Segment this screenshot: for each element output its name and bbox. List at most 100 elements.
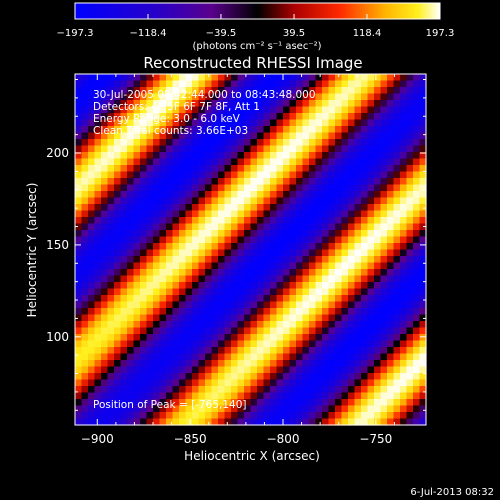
heatmap-cell bbox=[315, 93, 323, 101]
heatmap-cell bbox=[341, 269, 349, 277]
heatmap-cell bbox=[276, 314, 284, 322]
heatmap-cell bbox=[114, 314, 122, 322]
heatmap-cell bbox=[192, 106, 200, 114]
heatmap-cell bbox=[335, 126, 343, 134]
heatmap-cell bbox=[120, 418, 128, 426]
heatmap-cell bbox=[159, 288, 167, 296]
heatmap-cell bbox=[205, 171, 213, 179]
heatmap-cell bbox=[127, 93, 135, 101]
heatmap-cell bbox=[192, 132, 200, 140]
heatmap-cell bbox=[315, 197, 323, 205]
heatmap-cell bbox=[335, 184, 343, 192]
heatmap-cell bbox=[218, 139, 226, 147]
heatmap-cell bbox=[413, 405, 421, 413]
heatmap-cell bbox=[185, 126, 193, 134]
heatmap-cell bbox=[335, 145, 343, 153]
heatmap-cell bbox=[107, 87, 115, 95]
heatmap-cell bbox=[354, 74, 362, 82]
heatmap-cell bbox=[413, 360, 421, 368]
heatmap-cell bbox=[192, 353, 200, 361]
colorbar-cell bbox=[320, 3, 323, 19]
heatmap-cell bbox=[419, 386, 427, 394]
heatmap-cell bbox=[257, 295, 265, 303]
heatmap-cell bbox=[166, 223, 174, 231]
heatmap-cell bbox=[146, 132, 154, 140]
heatmap-cell bbox=[283, 334, 291, 342]
heatmap-cell bbox=[250, 308, 258, 316]
heatmap-cell bbox=[159, 132, 167, 140]
heatmap-cell bbox=[75, 139, 83, 147]
heatmap-cell bbox=[140, 412, 148, 420]
heatmap-cell bbox=[81, 373, 89, 381]
heatmap-cell bbox=[419, 269, 427, 277]
heatmap-cell bbox=[322, 386, 330, 394]
heatmap-cell bbox=[335, 399, 343, 407]
heatmap-cell bbox=[88, 217, 96, 225]
heatmap-cell bbox=[296, 308, 304, 316]
heatmap-cell bbox=[192, 379, 200, 387]
heatmap-cell bbox=[107, 340, 115, 348]
heatmap-cell bbox=[348, 230, 356, 238]
heatmap-cell bbox=[146, 295, 154, 303]
heatmap-cell bbox=[270, 392, 278, 400]
heatmap-cell bbox=[81, 275, 89, 283]
heatmap-cell bbox=[348, 334, 356, 342]
heatmap-cell bbox=[107, 360, 115, 368]
colorbar-cell bbox=[420, 3, 423, 19]
heatmap-cell bbox=[172, 386, 180, 394]
heatmap-cell bbox=[341, 392, 349, 400]
heatmap-cell bbox=[172, 178, 180, 186]
heatmap-cell bbox=[94, 353, 102, 361]
heatmap-cell bbox=[237, 308, 245, 316]
heatmap-cell bbox=[387, 275, 395, 283]
heatmap-cell bbox=[81, 282, 89, 290]
heatmap-cell bbox=[302, 321, 310, 329]
heatmap-cell bbox=[283, 217, 291, 225]
heatmap-cell bbox=[361, 191, 369, 199]
heatmap-cell bbox=[413, 314, 421, 322]
heatmap-cell bbox=[192, 74, 200, 82]
heatmap-cell bbox=[211, 113, 219, 121]
heatmap-cell bbox=[120, 113, 128, 121]
heatmap-cell bbox=[302, 145, 310, 153]
heatmap-cell bbox=[205, 379, 213, 387]
colorbar-cell bbox=[305, 3, 308, 19]
heatmap-cell bbox=[296, 230, 304, 238]
heatmap-cell bbox=[166, 295, 174, 303]
heatmap-cell bbox=[296, 184, 304, 192]
heatmap-cell bbox=[335, 139, 343, 147]
heatmap-cell bbox=[289, 243, 297, 251]
heatmap-cell bbox=[270, 132, 278, 140]
heatmap-cell bbox=[302, 210, 310, 218]
heatmap-cell bbox=[315, 191, 323, 199]
heatmap-cell bbox=[133, 80, 141, 88]
heatmap-cell bbox=[302, 165, 310, 173]
heatmap-cell bbox=[341, 217, 349, 225]
heatmap-cell bbox=[81, 347, 89, 355]
heatmap-cell bbox=[159, 171, 167, 179]
heatmap-cell bbox=[309, 360, 317, 368]
heatmap-cell bbox=[270, 308, 278, 316]
heatmap-cell bbox=[224, 301, 232, 309]
heatmap-cell bbox=[146, 412, 154, 420]
heatmap-cell bbox=[250, 139, 258, 147]
heatmap-cell bbox=[257, 178, 265, 186]
heatmap-cell bbox=[374, 301, 382, 309]
heatmap-cell bbox=[218, 191, 226, 199]
heatmap-cell bbox=[211, 282, 219, 290]
heatmap-cell bbox=[309, 327, 317, 335]
heatmap-cell bbox=[270, 275, 278, 283]
heatmap-cell bbox=[328, 373, 336, 381]
heatmap-cell bbox=[146, 353, 154, 361]
heatmap-cell bbox=[224, 126, 232, 134]
heatmap-cell bbox=[101, 347, 109, 355]
heatmap-cell bbox=[231, 353, 239, 361]
heatmap-cell bbox=[244, 366, 252, 374]
heatmap-cell bbox=[218, 262, 226, 270]
heatmap-cell bbox=[341, 178, 349, 186]
heatmap-cell bbox=[250, 282, 258, 290]
heatmap-cell bbox=[166, 210, 174, 218]
heatmap-cell bbox=[276, 210, 284, 218]
heatmap-cell bbox=[218, 119, 226, 127]
heatmap-cell bbox=[289, 373, 297, 381]
